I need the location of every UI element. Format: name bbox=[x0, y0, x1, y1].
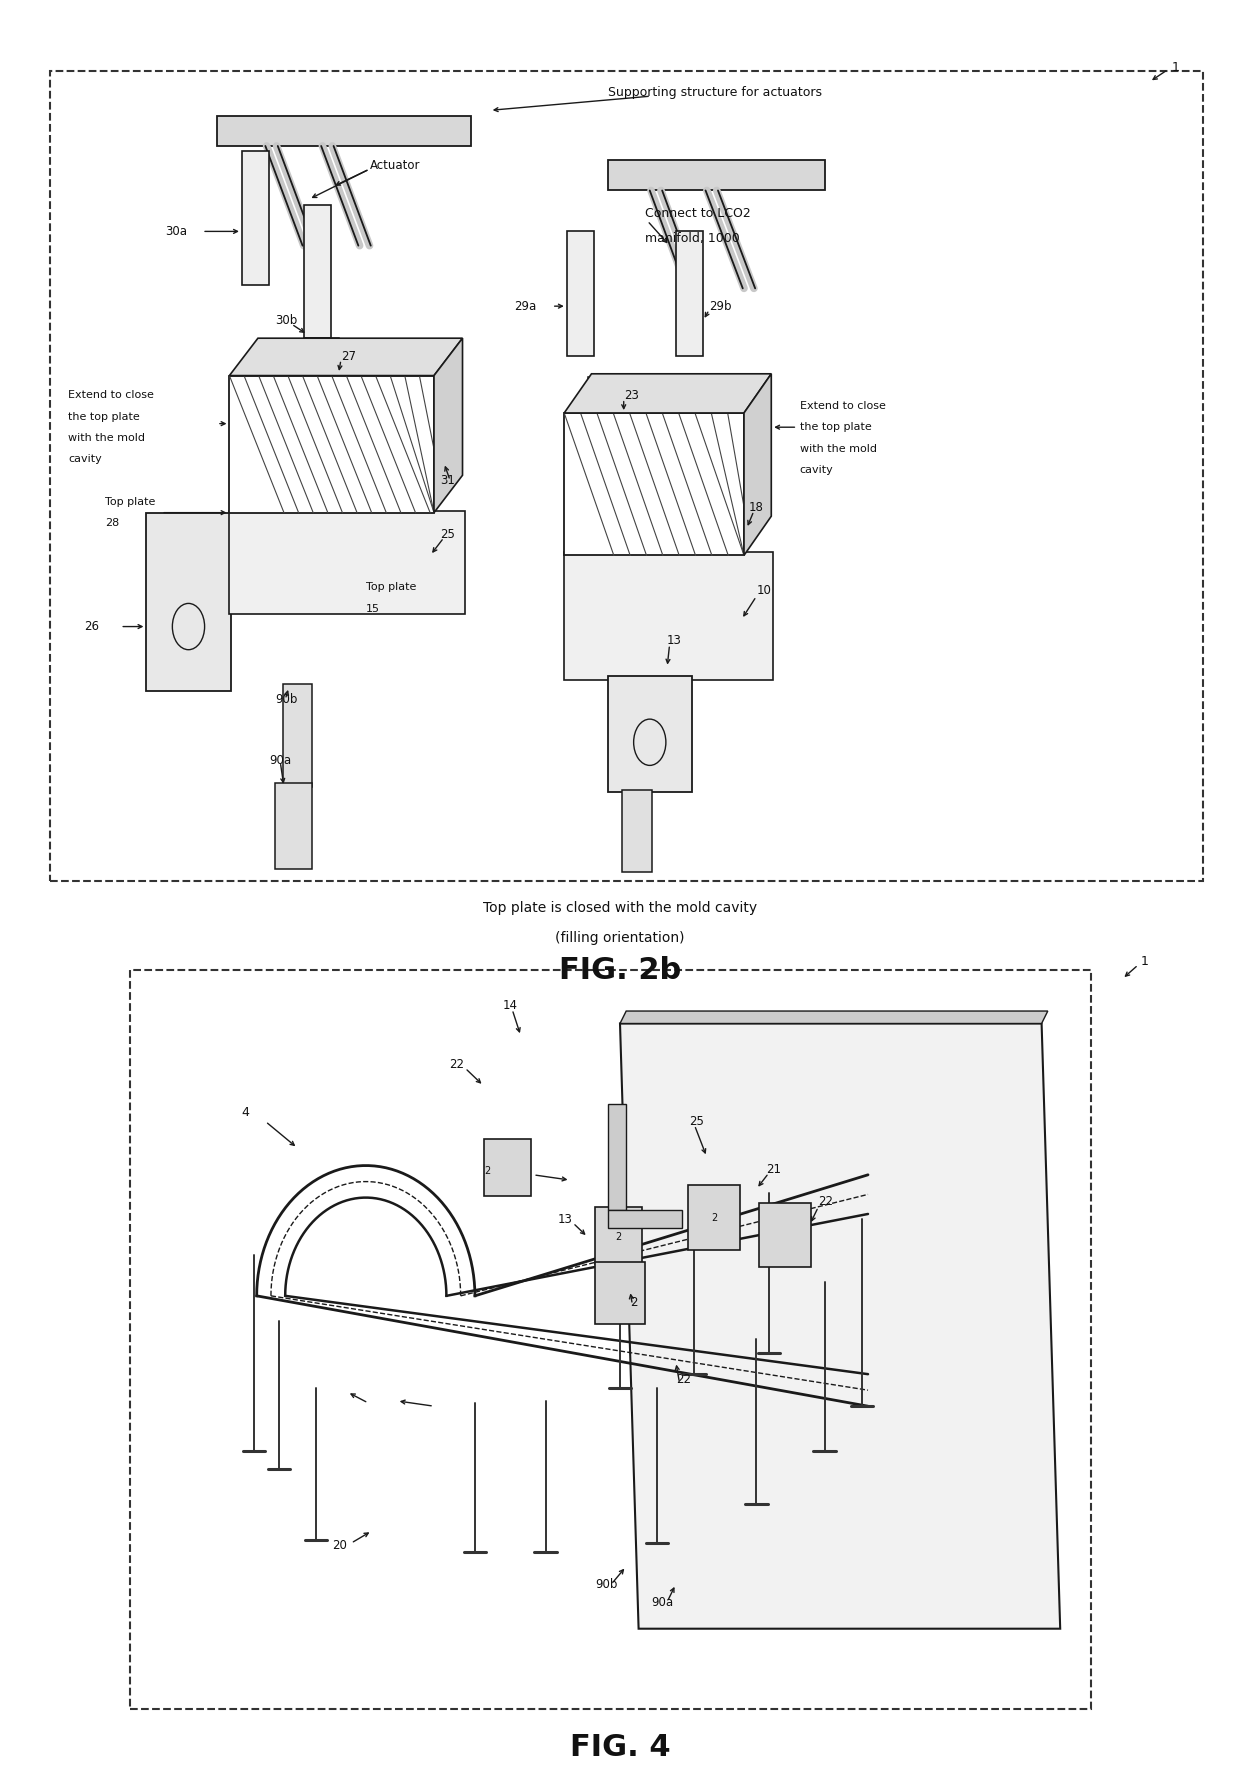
Bar bbox=[608, 160, 825, 190]
Text: 90b: 90b bbox=[275, 692, 298, 707]
Text: 23: 23 bbox=[624, 388, 639, 402]
Bar bbox=[608, 676, 692, 792]
Bar bbox=[130, 970, 1091, 1709]
Text: FIG. 4: FIG. 4 bbox=[569, 1734, 671, 1762]
Text: 10: 10 bbox=[756, 584, 771, 598]
Polygon shape bbox=[620, 1023, 1060, 1629]
Text: 1: 1 bbox=[1141, 954, 1148, 968]
Text: 22: 22 bbox=[676, 1372, 691, 1387]
Bar bbox=[564, 552, 773, 680]
Text: 1: 1 bbox=[1172, 61, 1179, 75]
Text: Top plate: Top plate bbox=[366, 582, 417, 593]
Text: 13: 13 bbox=[667, 634, 682, 648]
Bar bbox=[595, 1207, 642, 1264]
Text: cavity: cavity bbox=[68, 454, 102, 465]
Text: Actuator: Actuator bbox=[370, 158, 420, 173]
Text: 26: 26 bbox=[84, 619, 99, 634]
Text: with the mold: with the mold bbox=[68, 433, 145, 443]
Text: the top plate: the top plate bbox=[800, 422, 872, 433]
Text: 21: 21 bbox=[766, 1162, 781, 1177]
Bar bbox=[217, 116, 471, 146]
Text: FIG. 2b: FIG. 2b bbox=[559, 956, 681, 984]
Bar bbox=[759, 1203, 811, 1267]
Bar bbox=[608, 1210, 682, 1228]
Text: 18: 18 bbox=[749, 500, 764, 514]
Text: 2: 2 bbox=[484, 1166, 491, 1177]
Text: 22: 22 bbox=[818, 1194, 833, 1209]
Polygon shape bbox=[229, 338, 463, 376]
Text: 90a: 90a bbox=[269, 753, 291, 767]
Text: with the mold: with the mold bbox=[800, 443, 877, 454]
Text: 20: 20 bbox=[332, 1538, 347, 1552]
Bar bbox=[229, 376, 434, 513]
Text: Supporting structure for actuators: Supporting structure for actuators bbox=[608, 85, 822, 100]
Text: cavity: cavity bbox=[800, 465, 833, 475]
Bar bbox=[229, 511, 465, 614]
Bar bbox=[304, 338, 339, 374]
Text: 4: 4 bbox=[242, 1105, 249, 1120]
Bar bbox=[688, 1185, 740, 1250]
Bar bbox=[50, 71, 1203, 881]
Text: Connect to LCO2: Connect to LCO2 bbox=[645, 206, 750, 221]
Text: Top plate is closed with the mold cavity: Top plate is closed with the mold cavity bbox=[482, 901, 758, 915]
Text: 2: 2 bbox=[615, 1232, 622, 1242]
Polygon shape bbox=[564, 374, 771, 413]
Text: (filling orientation): (filling orientation) bbox=[556, 931, 684, 945]
Bar bbox=[676, 231, 703, 356]
Text: 2: 2 bbox=[630, 1296, 637, 1310]
Bar bbox=[595, 1262, 645, 1324]
Text: the top plate: the top plate bbox=[68, 411, 140, 422]
Bar bbox=[275, 783, 312, 869]
Text: Extend to close: Extend to close bbox=[68, 390, 154, 400]
Text: 14: 14 bbox=[502, 999, 517, 1013]
Bar bbox=[304, 205, 331, 338]
Bar bbox=[564, 413, 744, 555]
Text: manifold, 1000: manifold, 1000 bbox=[645, 231, 739, 246]
Text: 13: 13 bbox=[558, 1212, 573, 1226]
Text: 31: 31 bbox=[440, 473, 455, 488]
Text: 30a: 30a bbox=[165, 224, 187, 239]
Text: 29a: 29a bbox=[515, 299, 537, 313]
Polygon shape bbox=[434, 338, 463, 513]
Bar bbox=[283, 684, 312, 787]
Bar bbox=[608, 1104, 626, 1210]
Bar bbox=[622, 790, 652, 872]
Bar bbox=[588, 377, 622, 413]
Bar bbox=[242, 151, 269, 285]
Bar bbox=[146, 513, 231, 691]
Polygon shape bbox=[744, 374, 771, 555]
Text: 2: 2 bbox=[711, 1212, 718, 1223]
Text: 29b: 29b bbox=[709, 299, 732, 313]
Bar bbox=[484, 1139, 531, 1196]
Text: Extend to close: Extend to close bbox=[800, 400, 885, 411]
Text: 22: 22 bbox=[449, 1057, 464, 1072]
Text: 90b: 90b bbox=[595, 1577, 618, 1591]
Text: 25: 25 bbox=[689, 1114, 704, 1129]
Polygon shape bbox=[620, 1011, 1048, 1024]
Text: 27: 27 bbox=[341, 349, 356, 363]
Text: 15: 15 bbox=[366, 603, 379, 614]
Text: 90a: 90a bbox=[651, 1595, 673, 1609]
Text: 30b: 30b bbox=[275, 313, 298, 328]
Bar bbox=[567, 231, 594, 356]
Text: 25: 25 bbox=[440, 527, 455, 541]
Text: Top plate: Top plate bbox=[105, 497, 156, 507]
Text: 28: 28 bbox=[105, 518, 119, 529]
